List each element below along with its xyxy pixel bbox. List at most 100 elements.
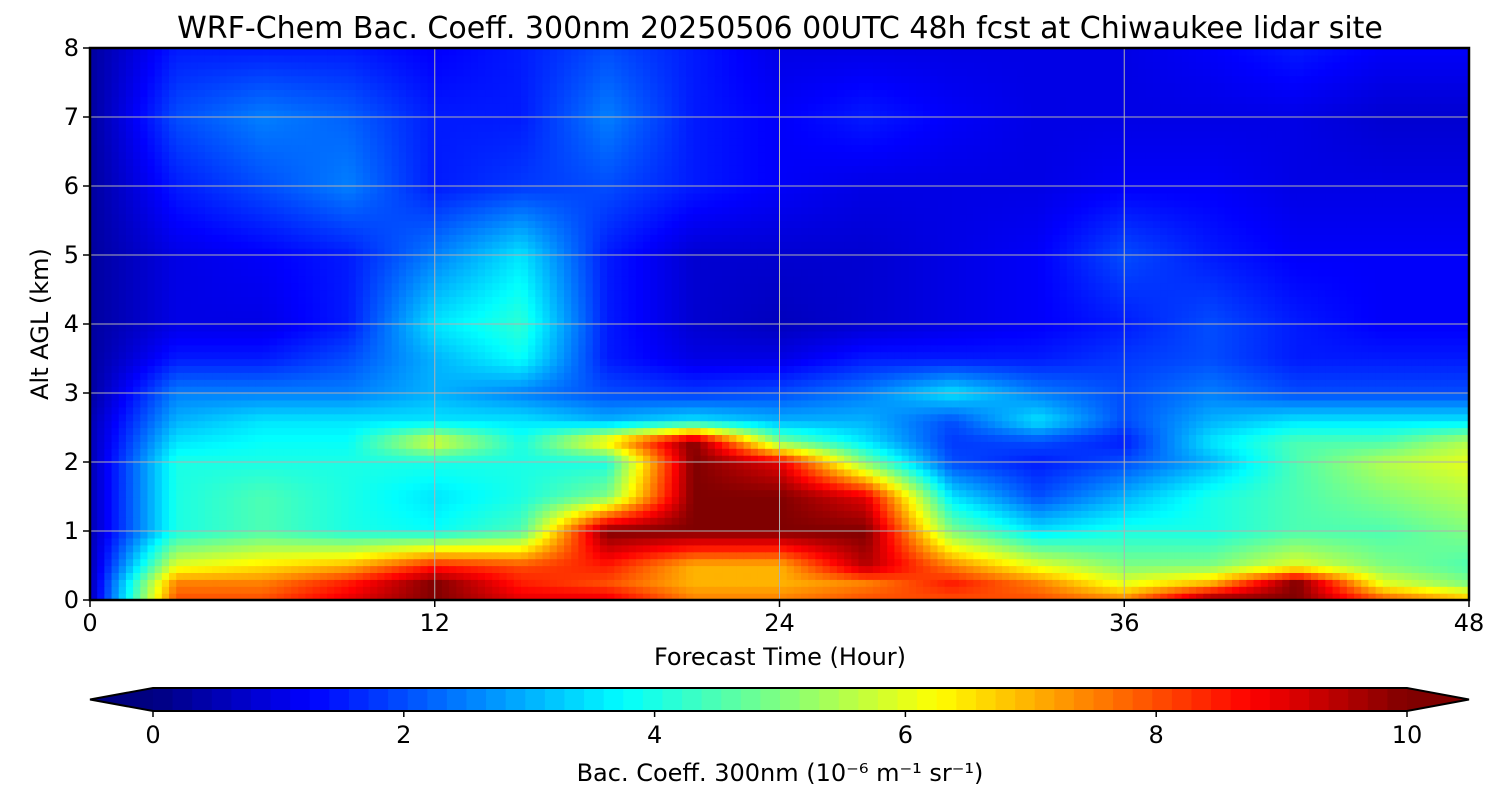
heatmap-cell — [743, 475, 752, 484]
heatmap-cell — [255, 531, 263, 539]
heatmap-cell — [1404, 593, 1413, 600]
heatmap-cell — [564, 551, 572, 560]
heatmap-cell — [1088, 448, 1097, 456]
heatmap-cell — [1030, 551, 1039, 560]
heatmap-cell — [836, 434, 845, 442]
heatmap-cell — [994, 455, 1003, 463]
heatmap-cell — [880, 441, 888, 449]
heatmap-cell — [743, 427, 752, 435]
heatmap-cell — [1160, 448, 1168, 456]
heatmap-cell — [635, 565, 644, 573]
heatmap-cell — [441, 544, 450, 553]
heatmap-cell — [420, 468, 429, 477]
heatmap-cell — [1318, 586, 1326, 594]
heatmap-cell — [1009, 544, 1018, 553]
heatmap-cell — [240, 558, 249, 567]
heatmap-cell — [707, 551, 716, 560]
heatmap-cell — [1073, 448, 1082, 456]
heatmap-cell — [578, 489, 587, 498]
heatmap-cell — [743, 455, 752, 463]
heatmap-cell — [714, 579, 723, 587]
heatmap-cell — [283, 565, 292, 573]
heatmap-cell — [1117, 593, 1125, 600]
heatmap-cell — [348, 593, 357, 600]
heatmap-cell — [1059, 503, 1068, 511]
heatmap-cell — [1088, 565, 1097, 573]
heatmap-cell — [1339, 531, 1348, 539]
heatmap-cell — [851, 434, 860, 442]
heatmap-cell — [1196, 537, 1204, 546]
heatmap-cell — [1124, 496, 1133, 504]
heatmap-cell — [1332, 565, 1341, 573]
heatmap-cell — [1461, 551, 1469, 560]
heatmap-cell — [298, 537, 307, 546]
heatmap-cell — [118, 489, 127, 498]
heatmap-cell — [312, 462, 321, 470]
heatmap-cell — [1447, 482, 1456, 491]
heatmap-cell — [779, 489, 788, 498]
heatmap-cell — [535, 462, 544, 470]
heatmap-cell — [1296, 586, 1305, 594]
heatmap-cell — [994, 565, 1003, 573]
heatmap-cell — [1073, 558, 1082, 567]
heatmap-cell — [1440, 551, 1449, 560]
heatmap-cell — [686, 468, 694, 477]
heatmap-cell — [176, 531, 184, 539]
heatmap-cell — [1224, 593, 1233, 600]
heatmap-cell — [937, 468, 946, 477]
heatmap-cell — [937, 565, 946, 573]
heatmap-cell — [657, 420, 666, 429]
heatmap-cell — [951, 510, 960, 518]
heatmap-cell — [628, 517, 637, 525]
heatmap-cell — [1160, 482, 1168, 491]
heatmap-cell — [276, 503, 285, 511]
heatmap-cell — [987, 420, 996, 429]
heatmap-cell — [901, 593, 910, 600]
heatmap-cell — [305, 517, 314, 525]
heatmap-cell — [808, 420, 817, 429]
heatmap-cell — [520, 475, 529, 484]
heatmap-cell — [714, 517, 723, 525]
heatmap-cell — [362, 503, 371, 511]
heatmap-cell — [880, 475, 888, 484]
heatmap-cell — [1109, 586, 1118, 594]
heatmap-cell — [377, 544, 386, 553]
heatmap-cell — [1224, 427, 1233, 435]
heatmap-cell — [384, 558, 393, 567]
heatmap-cell — [678, 537, 687, 546]
heatmap-cell — [1073, 420, 1082, 429]
heatmap-cell — [693, 531, 702, 539]
heatmap-cell — [793, 420, 802, 429]
heatmap-cell — [1224, 517, 1233, 525]
heatmap-cell — [700, 455, 709, 463]
heatmap-cell — [1447, 593, 1456, 600]
heatmap-cell — [169, 475, 177, 484]
heatmap-cell — [384, 420, 393, 429]
heatmap-cell — [1009, 489, 1018, 498]
heatmap-cell — [1160, 427, 1168, 435]
heatmap-cell — [190, 482, 199, 491]
heatmap-cell — [1210, 510, 1219, 518]
heatmap-cell — [377, 579, 386, 587]
heatmap-cell — [1203, 579, 1212, 587]
heatmap-cell — [1454, 448, 1463, 456]
heatmap-cell — [427, 503, 436, 511]
heatmap-cell — [499, 551, 508, 560]
heatmap-cell — [226, 427, 235, 435]
heatmap-cell — [793, 503, 802, 511]
heatmap-cell — [305, 510, 314, 518]
heatmap-cell — [1325, 544, 1334, 553]
heatmap-cell — [901, 524, 910, 532]
heatmap-cell — [1217, 565, 1226, 573]
heatmap-cell — [1418, 434, 1427, 442]
heatmap-cell — [757, 531, 766, 539]
heatmap-cell — [1231, 434, 1240, 442]
heatmap-cell — [169, 593, 177, 600]
heatmap-cell — [370, 434, 378, 442]
heatmap-cell — [1073, 503, 1082, 511]
heatmap-cell — [420, 420, 429, 429]
heatmap-cell — [456, 496, 465, 504]
heatmap-cell — [499, 586, 508, 594]
heatmap-cell — [578, 517, 587, 525]
heatmap-cell — [520, 441, 529, 449]
